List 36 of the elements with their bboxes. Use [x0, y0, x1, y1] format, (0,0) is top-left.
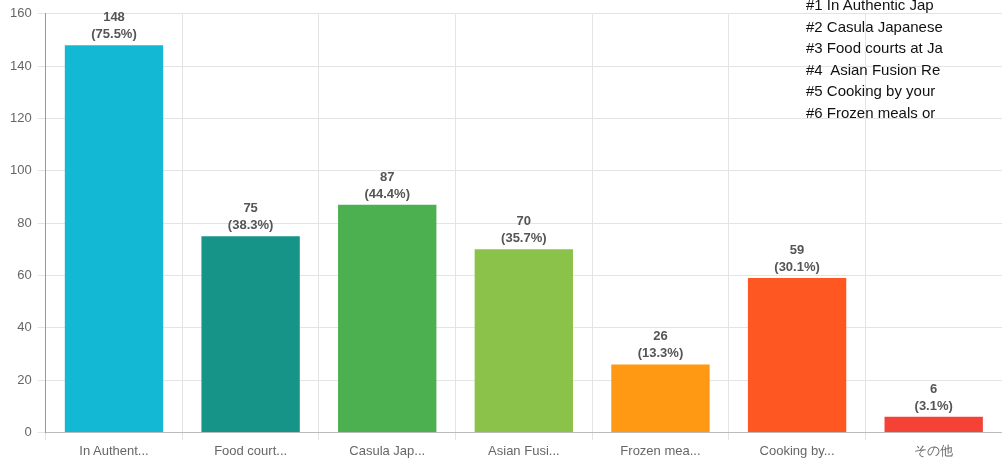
y-tick-label: 100 — [9, 162, 32, 178]
data-label: 6 (3.1%) — [914, 380, 953, 413]
x-tick-label: Asian Fusi... — [488, 442, 560, 458]
y-tick-label: 60 — [17, 267, 32, 282]
x-tick-label: Frozen mea... — [620, 442, 701, 458]
y-tick-label: 80 — [17, 214, 32, 230]
annotation: #2 Casula Japanese — [806, 16, 943, 37]
bar — [884, 416, 983, 432]
x-tick-label: In Authent... — [79, 442, 149, 458]
data-label: 75 (38.3%) — [227, 200, 274, 233]
x-tick-label: Cooking by... — [759, 442, 835, 458]
data-label: 87 (44.4%) — [364, 168, 410, 201]
annotation: #6 Frozen meals or — [806, 102, 937, 123]
y-tick-label: 160 — [9, 5, 32, 21]
annotation: #5 Cooking by your — [806, 81, 937, 101]
y-tick-label: 40 — [17, 319, 32, 335]
bar — [474, 249, 574, 432]
annotation: #4 Asian Fusion Re — [806, 59, 942, 80]
bar — [201, 236, 300, 432]
y-tick-label: 0 — [24, 423, 32, 439]
bar — [747, 278, 847, 432]
y-tick-label: 140 — [9, 57, 32, 73]
bar — [338, 204, 437, 432]
text: #1 In Authentic Jap — [806, 0, 935, 15]
data-label: 70 (35.7%) — [501, 213, 547, 246]
y-tick-label: 20 — [17, 371, 32, 387]
y-tick-label: 120 — [9, 110, 32, 126]
data-label: 59 (30.1%) — [774, 242, 820, 275]
annotation: #3 Food courts at Ja — [806, 38, 943, 58]
x-tick-label: Food court... — [214, 442, 288, 458]
bar — [611, 364, 710, 432]
x-tick-label: Casula Jap... — [349, 442, 426, 458]
data-label: 148 (75.5%) — [91, 9, 137, 42]
bar — [64, 45, 164, 432]
data-label: 26 (13.3%) — [637, 328, 684, 361]
x-tick-label: その他 — [914, 442, 954, 458]
